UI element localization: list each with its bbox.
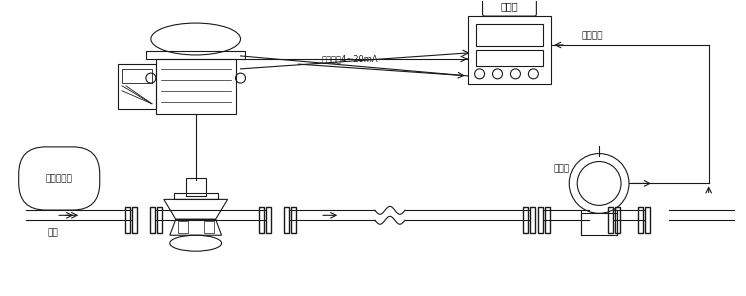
Bar [118, 64, 156, 109]
Bar [122, 69, 152, 83]
FancyBboxPatch shape [483, 0, 536, 16]
Bar [266, 207, 272, 233]
Bar [125, 207, 130, 233]
Bar [645, 207, 650, 233]
Bar [186, 178, 206, 196]
Bar [156, 59, 236, 114]
Bar [150, 207, 155, 233]
Bar [638, 207, 643, 233]
Bar [174, 193, 218, 200]
Bar [146, 51, 245, 59]
Text: 流量计: 流量计 [553, 164, 569, 173]
Bar [292, 207, 296, 233]
Bar [476, 24, 543, 46]
Bar [178, 221, 188, 233]
Text: 气动调节阀: 气动调节阀 [46, 174, 72, 183]
Bar [476, 50, 543, 66]
Bar [468, 16, 551, 84]
Text: 反馈信号: 反馈信号 [581, 31, 603, 40]
Ellipse shape [151, 23, 240, 55]
Bar [608, 207, 613, 233]
Bar [524, 207, 528, 233]
Bar [581, 213, 617, 235]
Text: 输入信号4~20mA: 输入信号4~20mA [322, 54, 378, 63]
Bar [204, 221, 213, 233]
Text: 调节仪: 调节仪 [501, 1, 518, 11]
Bar [132, 207, 137, 233]
Bar [284, 207, 289, 233]
Bar [615, 207, 620, 233]
Bar [157, 207, 162, 233]
Bar [260, 207, 264, 233]
Bar [539, 207, 543, 233]
Bar [545, 207, 551, 233]
Bar [530, 207, 536, 233]
Text: 介质: 介质 [48, 228, 59, 237]
